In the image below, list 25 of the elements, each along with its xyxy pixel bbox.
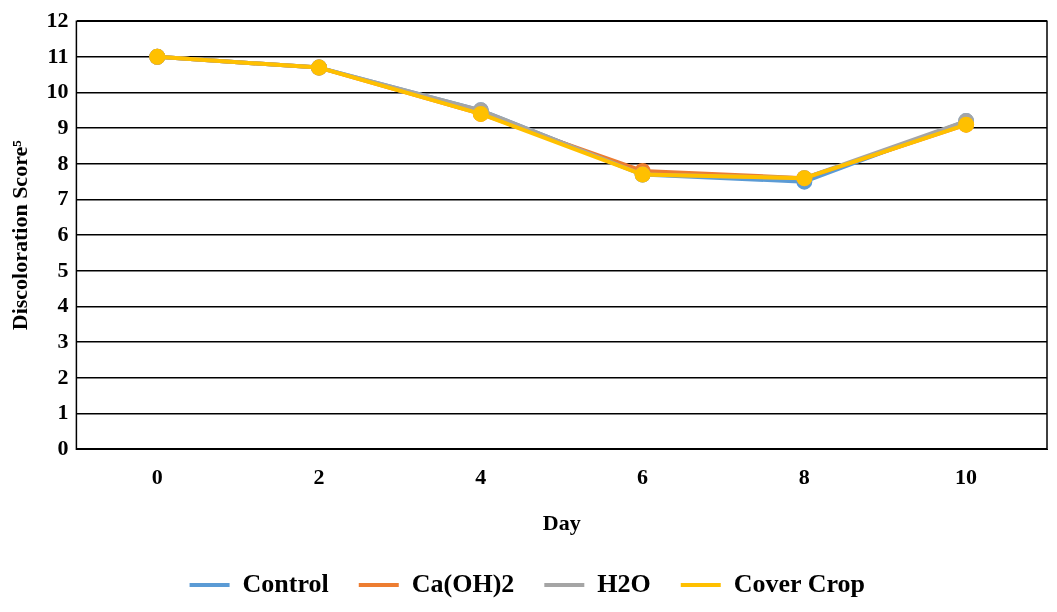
legend-label: Ca(OH)2	[411, 568, 515, 598]
y-tick-label: 10	[46, 78, 69, 104]
x-tick-label: 0	[151, 464, 163, 490]
y-tick-label: 7	[57, 185, 69, 211]
y-tick-label: 8	[57, 149, 69, 175]
y-tick-label: 9	[57, 113, 69, 139]
y-tick-label: 5	[57, 256, 69, 282]
x-tick-label: 4	[475, 464, 487, 490]
legend-label: Cover Crop	[733, 568, 865, 598]
y-tick-label: 3	[57, 327, 69, 353]
y-tick-label: 11	[47, 42, 69, 68]
legend-label: Control	[242, 568, 329, 598]
y-tick-label: 6	[57, 220, 69, 246]
x-tick-label: 6	[637, 464, 649, 490]
x-axis-title: Day	[542, 510, 581, 536]
x-tick-label: 10	[955, 464, 978, 490]
legend-label: H2O	[597, 568, 651, 598]
y-tick-label: 2	[57, 363, 69, 389]
y-tick-label: 4	[57, 292, 69, 318]
y-tick-label: 1	[57, 399, 69, 425]
x-tick-label: 8	[798, 464, 810, 490]
y-tick-label: 0	[57, 434, 69, 460]
x-tick-label: 2	[313, 464, 325, 490]
y-tick-label: 12	[46, 6, 69, 32]
y-axis-title: Discoloration Score⁵	[6, 139, 32, 331]
